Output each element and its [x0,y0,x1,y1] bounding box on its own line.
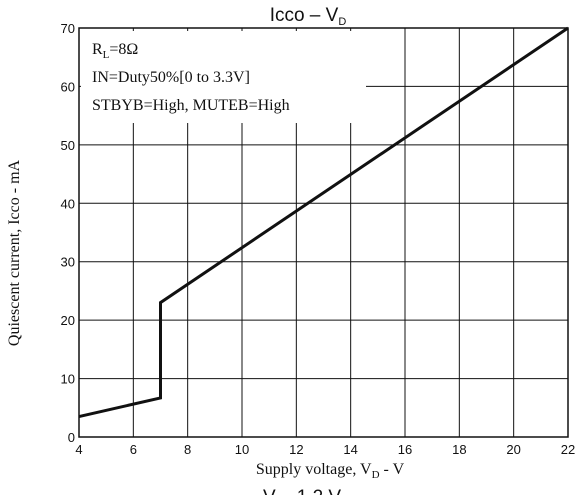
annotation-load-subscript: L [103,49,110,61]
chart-title: Icco – VD [270,5,347,28]
x-axis-label-subscript: D [372,469,380,481]
y-tick-labels: 0 10 20 30 40 50 60 70 [61,21,75,445]
y-tick-label: 50 [61,138,75,153]
x-tick-label: 22 [561,442,575,457]
x-tick-label: 18 [452,442,466,457]
annotation-load-value: =8Ω [109,41,138,58]
y-tick-label: 40 [61,196,75,211]
bottom-caption: V – 1.2 VD [263,487,349,495]
annotation-input: IN=Duty50%[0 to 3.3V] [92,69,250,86]
x-tick-label: 10 [235,442,249,457]
y-tick-label: 20 [61,313,75,328]
x-tick-label: 20 [506,442,520,457]
series-line [78,26,569,419]
x-tick-label: 4 [75,442,82,457]
plot-frame [78,27,569,438]
x-axis-label: Supply voltage, VD - V [256,461,405,481]
y-tick-label: 30 [61,255,75,270]
x-tick-label: 8 [184,442,191,457]
x-tick-label: 16 [398,442,412,457]
y-tick-label: 60 [61,79,75,94]
y-tick-label: 70 [61,21,75,36]
y-tick-label: 10 [61,372,75,387]
x-tick-label: 14 [343,442,357,457]
annotation-standby: STBYB=High, MUTEB=High [92,97,290,114]
annotation-load: RL=8Ω [92,41,138,61]
x-axis-label-main: Supply voltage, V [256,461,372,478]
chart-title-main: Icco – V [270,5,339,26]
x-tick-label: 6 [130,442,137,457]
annotation-load-main: R [92,41,103,58]
x-tick-label: 12 [289,442,303,457]
x-tick-labels: 4 6 8 10 12 14 16 18 20 22 [75,442,575,457]
chart-title-subscript: D [338,16,346,28]
bottom-caption-main: V – 1.2 V [263,487,341,495]
annotation-background [81,31,366,123]
y-axis-label: Quiescent current, Icco - mA [6,159,23,346]
y-tick-label: 0 [68,430,75,445]
x-axis-label-unit: - V [380,461,405,478]
series-group [78,26,569,419]
